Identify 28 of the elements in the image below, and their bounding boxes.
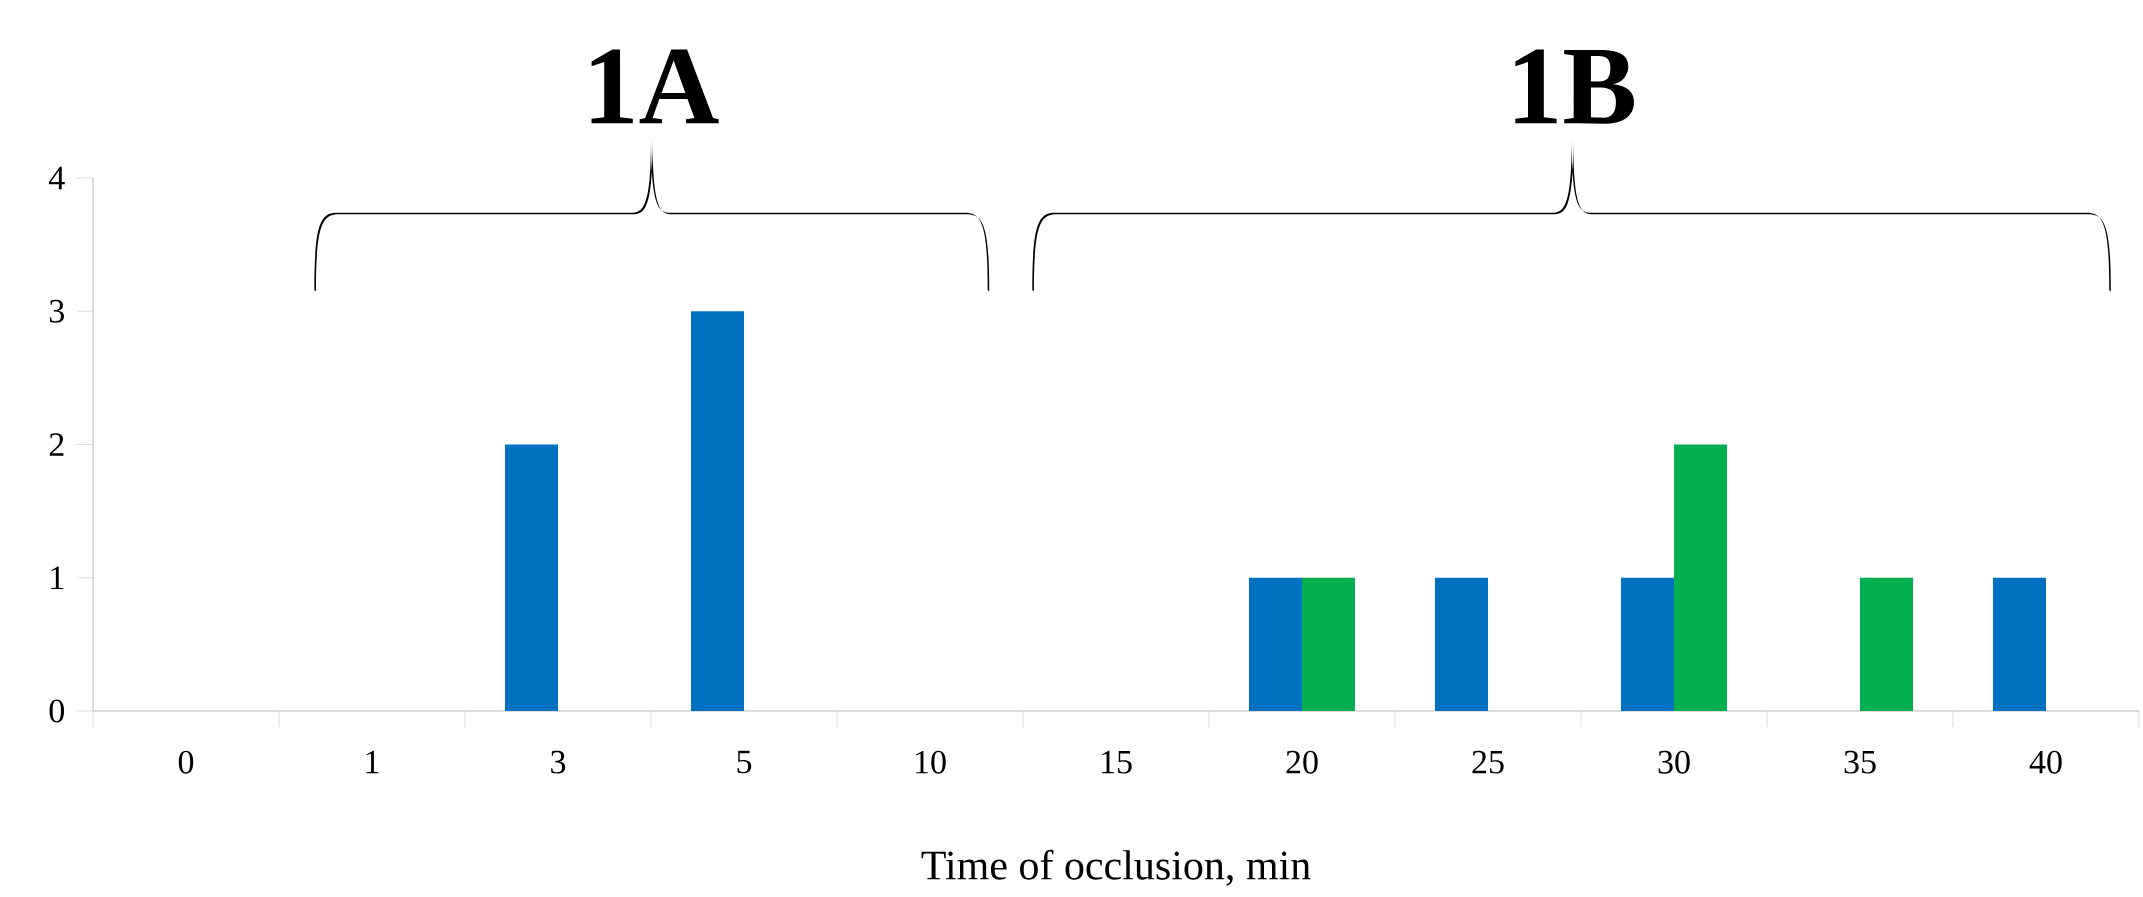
- bar: [1621, 577, 1674, 711]
- x-tick-label: 5: [737, 750, 752, 774]
- bar: [691, 311, 745, 711]
- x-tick-label: 15: [1101, 750, 1132, 774]
- x-tick-label: 1: [366, 750, 379, 774]
- bar: [1859, 577, 1913, 711]
- text: 1A: [591, 49, 719, 124]
- bar: [1249, 577, 1302, 711]
- y-tick-label: 1: [51, 566, 64, 589]
- bar: [1435, 577, 1488, 711]
- text: 1B: [1515, 49, 1634, 124]
- bar: [1302, 577, 1355, 711]
- x-tick-label: 25: [1472, 750, 1504, 774]
- x-tick-label: 30: [1658, 750, 1690, 774]
- bar: [505, 444, 559, 711]
- x-tick-label: 35: [1844, 750, 1876, 774]
- y-tick-label: 3: [49, 299, 64, 323]
- bar: [1992, 577, 2046, 711]
- y-tick-label: 4: [48, 166, 65, 190]
- x-tick-label: 3: [551, 750, 566, 774]
- x-axis-title: Time of occlusion, min: [921, 849, 1311, 886]
- y-tick-label: 2: [49, 433, 64, 456]
- bar: [1674, 444, 1727, 711]
- x-tick-label: 40: [2029, 750, 2062, 774]
- x-tick-label: 0: [178, 750, 194, 774]
- y-tick-label: 0: [49, 699, 64, 723]
- x-tick-label: 10: [915, 750, 946, 774]
- x-tick-label: 20: [1286, 750, 1318, 774]
